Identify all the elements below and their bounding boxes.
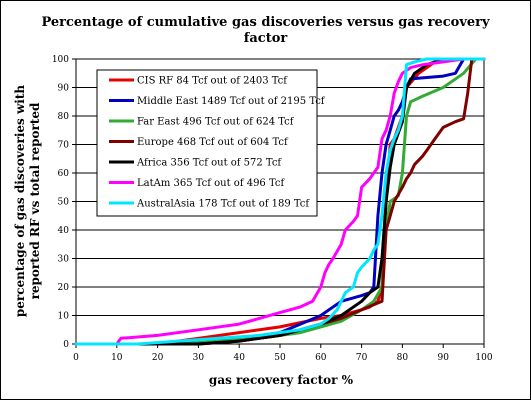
y-tick-label-80: 80	[58, 112, 70, 122]
x-tick-label-10: 10	[111, 353, 123, 363]
legend-entry-cis: CIS RF 84 Tcf out of 2403 Tcf	[137, 76, 288, 87]
y-tick-label-10: 10	[58, 312, 70, 322]
legend-entry-africa: Africa 356 Tcf out of 572 Tcf	[136, 158, 282, 169]
chart-title-line-1: Percentage of cumulative gas discoveries…	[41, 15, 490, 30]
x-tick-label-90: 90	[437, 353, 449, 363]
x-tick-label-0: 0	[73, 353, 79, 363]
legend-entry-latam: LatAm 365 Tcf out of 496 Tcf	[137, 178, 285, 189]
chart-title-line-2: factor	[243, 31, 288, 46]
x-tick-label-20: 20	[152, 353, 164, 363]
x-tick-label-50: 50	[274, 353, 286, 363]
legend-entry-middle: Middle East 1489 Tcf out of 2195 Tcf	[137, 96, 326, 107]
y-tick-label-70: 70	[58, 141, 70, 151]
x-tick-label-40: 40	[233, 353, 245, 363]
legend: CIS RF 84 Tcf out of 2403 Tcf Middle East…	[96, 69, 326, 217]
y-axis-label: percentage of gas discoveries with repor…	[13, 51, 43, 351]
x-tick-label-70: 70	[356, 353, 368, 363]
y-tick-label-60: 60	[58, 169, 70, 179]
series-line-middle	[74, 57, 486, 346]
x-axis-label: gas recovery factor %	[208, 373, 354, 387]
series-line-latam	[74, 57, 486, 346]
series-lines	[74, 57, 486, 346]
y-tick-label-30: 30	[58, 255, 70, 265]
y-axis-label-line-1: percentage of gas discoveries with	[13, 84, 27, 318]
chart-title: Percentage of cumulative gas discoveries…	[1, 15, 530, 47]
legend-entry-australasia: AustralAsia 178 Tcf out of 189 Tcf	[136, 199, 310, 210]
y-axis-label-line-2: reported RF vs total reported	[28, 102, 42, 300]
x-tick-label-60: 60	[315, 353, 327, 363]
legend-entry-europe: Europe 468 Tcf out of 604 Tcf	[137, 137, 289, 148]
x-tick-label-80: 80	[397, 353, 409, 363]
y-tick-label-100: 100	[52, 55, 69, 65]
legend-entry-far: Far East 496 Tcf out of 624 Tcf	[137, 117, 295, 128]
x-tick-label-100: 100	[475, 353, 492, 363]
x-tick-label-30: 30	[193, 353, 205, 363]
y-tick-label-0: 0	[63, 340, 69, 350]
y-tick-label-50: 50	[58, 198, 70, 208]
y-tick-label-90: 90	[58, 84, 70, 94]
axes: 0 10 20 30 40 50 60 70 80 90 100 0 10 20 30 40 50 60 70 80 9…	[52, 55, 493, 363]
y-tick-label-20: 20	[58, 283, 70, 293]
series-line-africa	[74, 57, 486, 346]
y-tick-label-40: 40	[58, 226, 70, 236]
series-line-australasia	[74, 57, 486, 346]
